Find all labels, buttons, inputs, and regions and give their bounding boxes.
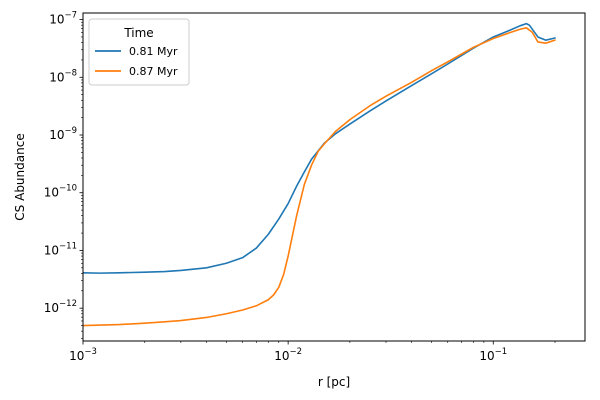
y-tick-label: 10−10 — [44, 184, 77, 200]
legend-box — [88, 18, 190, 86]
x-tick-label: 10−2 — [274, 347, 302, 363]
legend-label-0-87-myr: 0.87 Myr — [129, 65, 178, 78]
y-tick-label: 10−7 — [49, 11, 77, 27]
plot-frame — [82, 12, 586, 342]
series-layer — [83, 22, 556, 327]
y-tick-label: 10−9 — [49, 126, 77, 142]
y-tick-label: 10−11 — [44, 241, 77, 257]
ticks-layer: 10−3 10−2 10−1 10−12 10−11 10−10 10−9 10−8 10−7 — [44, 11, 556, 363]
x-tick-label: 10−1 — [479, 347, 507, 363]
legend-label-0-81-myr: 0.81 Myr — [129, 45, 178, 58]
y-tick-label: 10−8 — [49, 68, 77, 84]
x-axis-label: r [pc] — [318, 375, 350, 389]
legend: Time 0.81 Myr 0.87 Myr — [88, 18, 190, 86]
y-tick-label: 10−12 — [44, 299, 77, 315]
series-line-0-87-myr — [83, 27, 556, 327]
x-tick-label: 10−3 — [69, 347, 97, 363]
y-axis-label: CS Abundance — [13, 133, 27, 220]
legend-title: Time — [123, 26, 153, 40]
